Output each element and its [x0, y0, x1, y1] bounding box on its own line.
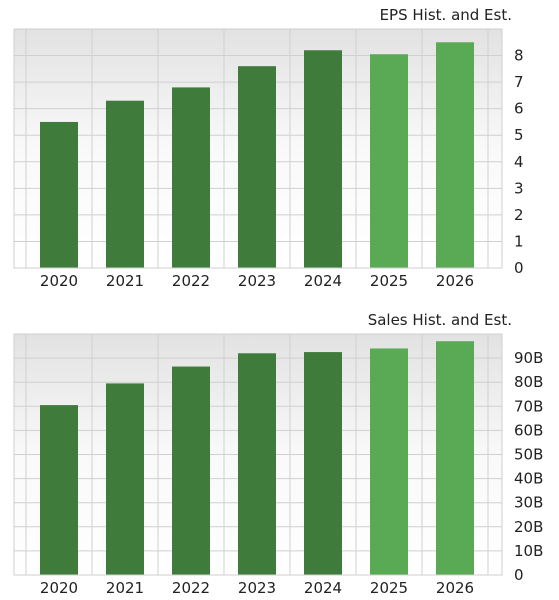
y-tick-label: 70B [514, 397, 543, 415]
x-tick-label: 2021 [106, 579, 144, 597]
x-tick-label: 2020 [40, 579, 78, 597]
x-tick-label: 2026 [436, 272, 474, 290]
y-tick-label: 60B [514, 421, 543, 439]
bar-2022 [172, 87, 210, 268]
x-tick-label: 2025 [370, 579, 408, 597]
bar-2023 [238, 66, 276, 268]
y-tick-label: 0 [514, 566, 524, 584]
bar-2026 [436, 42, 474, 269]
bars [40, 42, 474, 269]
sales-chart: Sales Hist. and Est. 0 10B 20B 30B 40B 50B 60B… [0, 304, 559, 600]
bar-2020 [40, 121, 78, 268]
x-tick-label: 2024 [304, 579, 342, 597]
x-tick-label: 2025 [370, 272, 408, 290]
chart-title: EPS Hist. and Est. [380, 6, 512, 24]
bar-2024 [304, 50, 342, 268]
bar-2025 [370, 54, 408, 268]
y-tick-label: 30B [514, 494, 543, 512]
bars [40, 341, 474, 575]
y-tick-label: 4 [514, 153, 524, 171]
x-tick-label: 2026 [436, 579, 474, 597]
x-tick-label: 2023 [238, 272, 276, 290]
sales-chart-svg: Sales Hist. and Est. 0 10B 20B 30B 40B 50B 60B… [13, 311, 543, 597]
y-tick-label: 1 [514, 232, 524, 250]
y-tick-label: 2 [514, 206, 524, 224]
y-tick-label: 10B [514, 542, 543, 560]
bar-2021 [106, 100, 144, 268]
plot-frame [13, 333, 503, 576]
bar-2025 [370, 348, 408, 575]
x-tick-label: 2020 [40, 272, 78, 290]
y-tick-label: 3 [514, 179, 524, 197]
chart-title: Sales Hist. and Est. [368, 311, 512, 329]
bar-2024 [304, 352, 342, 575]
bar-2022 [172, 366, 210, 575]
x-tick-label: 2022 [172, 272, 210, 290]
y-axis: 0 10B 20B 30B 40B 50B 60B 70B 80B 90B [514, 349, 543, 584]
bar-2026 [436, 341, 474, 575]
y-tick-label: 0 [514, 259, 524, 277]
bar-2023 [238, 353, 276, 575]
y-tick-label: 6 [514, 100, 524, 118]
y-tick-label: 8 [514, 47, 524, 65]
bar-2020 [40, 405, 78, 575]
y-axis: 0 1 2 3 4 5 6 7 8 [514, 47, 524, 277]
plot-frame [13, 28, 503, 269]
y-tick-label: 20B [514, 518, 543, 536]
x-axis: 2020 2021 2022 2023 2024 2025 2026 [40, 579, 474, 597]
y-tick-label: 90B [514, 349, 543, 367]
y-tick-label: 7 [514, 73, 524, 91]
x-tick-label: 2024 [304, 272, 342, 290]
y-tick-label: 5 [514, 126, 524, 144]
y-tick-label: 80B [514, 373, 543, 391]
y-tick-label: 40B [514, 470, 543, 488]
y-tick-label: 50B [514, 446, 543, 464]
bar-2021 [106, 383, 144, 575]
x-tick-label: 2022 [172, 579, 210, 597]
x-tick-label: 2021 [106, 272, 144, 290]
x-tick-label: 2023 [238, 579, 276, 597]
x-axis: 2020 2021 2022 2023 2024 2025 2026 [40, 272, 474, 290]
